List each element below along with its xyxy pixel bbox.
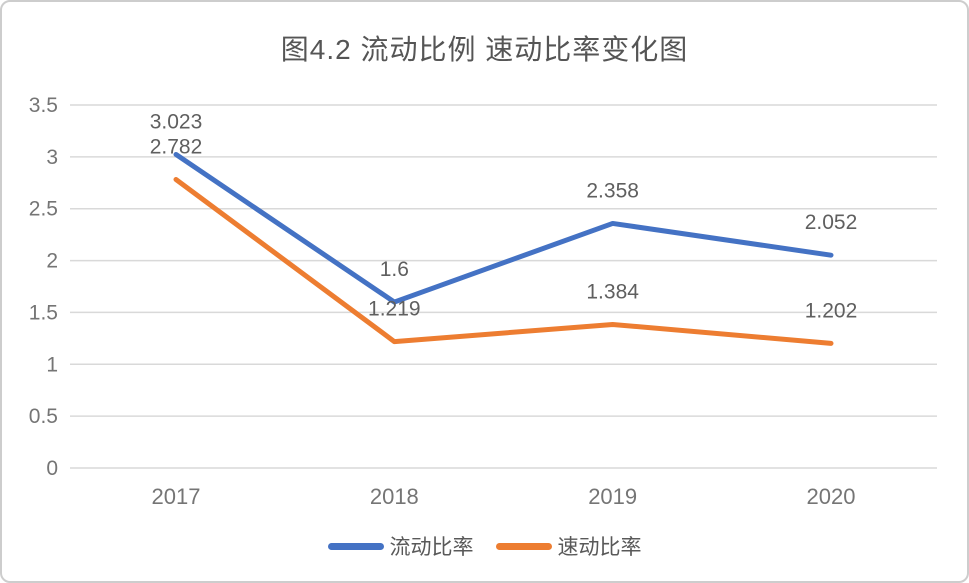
series-line-quick-ratio: [173, 176, 834, 346]
chart-title: 图4.2 流动比例 速动比率变化图: [280, 34, 689, 65]
legend-label-current-ratio: 流动比率: [389, 536, 474, 559]
legend-item-quick-ratio: 速动比率: [495, 531, 642, 561]
x-axis-tick-label: 2020: [807, 484, 856, 509]
y-axis-tick-label: 1: [46, 353, 58, 376]
legend-item-current-ratio: 流动比率: [327, 531, 474, 561]
line-chart: 0 0.5 1 1.5 2 2.5 3 3.5 2017 2018 2019 2020 3.023 1.6…: [29, 94, 937, 509]
legend-label-quick-ratio: 速动比率: [557, 536, 642, 559]
data-label-current-ratio: 3.023: [150, 110, 203, 133]
data-label-current-ratio: 1.6: [380, 258, 409, 281]
y-axis-tick-label: 2.5: [29, 198, 58, 221]
legend-line-current-ratio: [327, 542, 384, 550]
data-label-quick-ratio: 1.219: [368, 298, 421, 321]
y-axis-tick-label: 0.5: [29, 405, 58, 428]
data-label-current-ratio: 2.358: [586, 179, 639, 202]
y-axis-tick-label: 0: [46, 457, 58, 480]
y-axis-tick-label: 3: [46, 146, 58, 169]
data-label-quick-ratio: 1.384: [586, 280, 639, 303]
x-axis-tick-label: 2017: [152, 484, 201, 509]
y-axis-tick-label: 1.5: [29, 301, 58, 324]
x-axis-tick-label: 2018: [370, 484, 419, 509]
legend-line-quick-ratio: [495, 542, 552, 550]
data-label-quick-ratio: 1.202: [805, 299, 858, 322]
data-label-current-ratio: 2.052: [805, 211, 858, 234]
x-axis-tick-label: 2019: [588, 484, 637, 509]
series-line-current-ratio: [173, 151, 834, 305]
chart-legend: 流动比率 速动比率: [2, 531, 967, 561]
data-label-quick-ratio: 2.782: [150, 135, 203, 158]
y-axis-tick-label: 2: [46, 250, 58, 273]
y-axis-tick-label: 3.5: [29, 94, 58, 117]
